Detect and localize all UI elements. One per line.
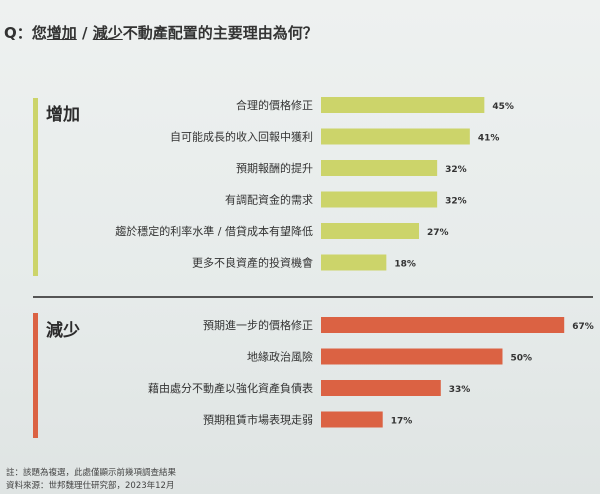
question-word-increase: 增加: [46, 24, 77, 42]
increase-category-label: 預期報酬的提升: [236, 161, 313, 175]
decrease-bar: [321, 317, 565, 333]
question-word-decrease: 減少: [92, 24, 123, 42]
increase-bar: [321, 160, 438, 176]
increase-category-label: 自可能成長的收入回報中獲利: [170, 130, 313, 144]
footnote-source: 資料來源：世邦魏理仕研究部，2023年12月: [6, 481, 175, 491]
increase-category-label: 趨於穩定的利率水準 / 借貸成本有望降低: [115, 224, 313, 238]
decrease-value-label: 17%: [391, 417, 413, 427]
increase-bar: [321, 254, 387, 271]
increase-value-label: 32%: [445, 197, 467, 207]
increase-bar: [321, 223, 420, 239]
decrease-value-label: 33%: [449, 385, 471, 395]
question-suffix: 不動產配置的主要理由為何？: [122, 24, 318, 42]
decrease-value-label: 50%: [511, 354, 533, 364]
increase-value-label: 41%: [478, 134, 500, 144]
decrease-category-label: 預期進一步的價格修正: [203, 318, 313, 332]
increase-value-label: 45%: [492, 102, 514, 112]
question-prefix: Q：您: [4, 24, 47, 42]
section-divider: [33, 296, 593, 298]
increase-category-label: 有調配資金的需求: [225, 193, 313, 207]
increase-category-label: 合理的價格修正: [236, 98, 313, 112]
increase-bar: [321, 191, 438, 208]
decrease-bar: [321, 411, 383, 428]
footnote-note: 註：該題為複選，此處僅顯示前幾項調查結果: [6, 468, 177, 478]
increase-bar: [321, 128, 470, 145]
decrease-value-label: 67%: [572, 322, 594, 332]
question-slash: /: [76, 24, 93, 42]
decrease-side-bar: [33, 313, 38, 438]
increase-side-bar: [33, 98, 38, 276]
increase-bar: [321, 97, 485, 113]
decrease-category-label: 預期租賃市場表現走弱: [203, 413, 313, 427]
increase-value-label: 27%: [427, 228, 449, 238]
increase-value-label: 32%: [445, 165, 467, 175]
decrease-category-label: 地緣政治風險: [247, 350, 313, 364]
decrease-bar: [321, 348, 503, 365]
increase-category-label: 更多不良資產的投資機會: [192, 256, 313, 270]
increase-value-label: 18%: [394, 260, 416, 270]
decrease-group-label: 減少: [46, 321, 80, 341]
increase-group-label: 增加: [46, 105, 80, 125]
decrease-bar: [321, 380, 441, 396]
decrease-category-label: 藉由處分不動產以強化資產負債表: [148, 381, 313, 395]
question-title: Q：您增加 / 減少不動產配置的主要理由為何？: [4, 22, 318, 43]
